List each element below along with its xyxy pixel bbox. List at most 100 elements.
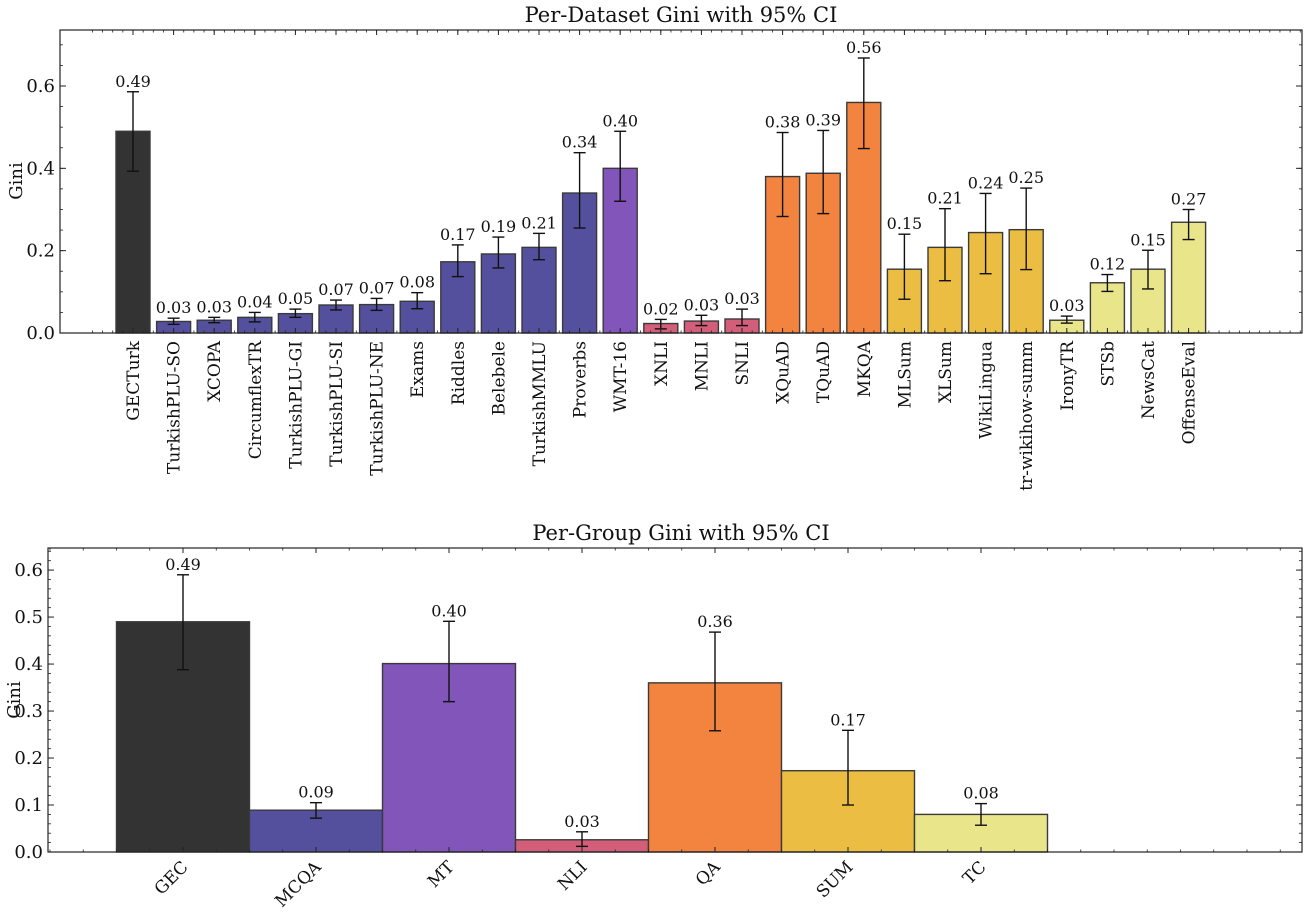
- value-label: 0.02: [643, 299, 679, 318]
- error-bar: [289, 308, 302, 319]
- value-label: 0.27: [1171, 189, 1207, 208]
- error-bar: [411, 291, 424, 310]
- error-bar: [709, 631, 721, 732]
- x-tick-label: XCOPA: [205, 340, 225, 402]
- x-tick-label: Exams: [408, 341, 428, 398]
- x-tick-label: MLSum: [895, 341, 915, 408]
- value-labels: 0.49 0.09 0.40 0.03 0.36 0.17 0.08: [165, 555, 999, 831]
- value-label: 0.09: [298, 783, 334, 802]
- x-tick-label: CircumflexTR: [246, 340, 266, 459]
- error-bars: [127, 57, 1195, 330]
- value-label: 0.34: [562, 133, 598, 152]
- x-tick-label: TQuAD: [814, 341, 834, 403]
- x-tick-label: NewsCat: [1139, 341, 1159, 419]
- error-bar: [614, 130, 627, 202]
- value-label: 0.56: [846, 38, 882, 57]
- error-bar: [177, 574, 189, 671]
- value-label: 0.03: [1049, 296, 1085, 315]
- plot-frame: [59, 29, 1303, 334]
- x-tick-label: NLI: [554, 857, 591, 894]
- value-label: 0.49: [165, 555, 201, 574]
- value-label: 0.03: [156, 298, 192, 317]
- error-bar: [492, 236, 505, 269]
- error-bar: [1182, 208, 1195, 241]
- value-label: 0.40: [431, 601, 467, 620]
- error-bar: [975, 802, 987, 826]
- error-bar: [1060, 315, 1073, 324]
- x-tick-label: WMT-16: [611, 341, 631, 412]
- error-bar: [776, 131, 789, 218]
- x-tick-label: GEC: [151, 857, 193, 899]
- error-bar: [127, 91, 139, 172]
- value-label: 0.19: [481, 217, 517, 236]
- error-bar: [1101, 273, 1114, 293]
- y-tick-label: 0.0: [26, 323, 55, 344]
- value-label: 0.07: [318, 280, 354, 299]
- x-tick-label: XQuAD: [774, 341, 794, 404]
- x-ticks: GECTurk TurkishPLU-SO XCOPA CircumflexTR Tur…: [92, 30, 1301, 491]
- x-tick-label: Belebele: [489, 341, 509, 416]
- y-tick-label: 0.1: [14, 795, 43, 816]
- error-bar: [573, 151, 586, 229]
- x-tick-label: MCQA: [271, 857, 326, 912]
- error-bar: [576, 831, 588, 848]
- x-tick-label: XLSum: [936, 341, 956, 403]
- value-label: 0.24: [968, 173, 1004, 192]
- x-tick-label: QA: [692, 857, 725, 890]
- error-bar: [939, 207, 951, 282]
- x-tick-label: SUM: [813, 857, 858, 902]
- y-tick-label: 0.0: [14, 842, 43, 863]
- value-label: 0.03: [684, 295, 720, 314]
- value-label: 0.07: [359, 278, 395, 297]
- error-bar: [310, 801, 322, 819]
- value-label: 0.17: [440, 225, 476, 244]
- x-tick-label: tr-wikihow-summ: [1017, 341, 1037, 491]
- y-tick-label: 0.4: [26, 158, 55, 179]
- error-bar: [208, 316, 221, 324]
- x-tick-label: TurkishMMLU: [530, 341, 550, 466]
- y-tick-label: 0.6: [26, 76, 55, 97]
- value-label: 0.15: [1130, 230, 1166, 249]
- value-label: 0.25: [1008, 168, 1044, 187]
- plot-frame: [47, 547, 1303, 853]
- x-tick-label: OffenseEval: [1180, 341, 1200, 444]
- x-tick-label: GECTurk: [124, 340, 144, 420]
- error-bar: [857, 57, 870, 150]
- x-tick-label: TurkishPLU-NE: [368, 341, 388, 476]
- value-label: 0.08: [963, 784, 999, 803]
- x-tick-label: TurkishPLU-SI: [327, 341, 347, 467]
- error-bar: [1142, 249, 1154, 290]
- x-tick-label: XNLI: [652, 341, 672, 386]
- error-bar: [370, 297, 383, 312]
- value-label: 0.36: [697, 612, 733, 631]
- value-label: 0.04: [237, 292, 273, 311]
- x-tick-label: MNLI: [692, 341, 712, 391]
- error-bar: [898, 233, 911, 300]
- y-tick-label: 0.3: [14, 701, 43, 722]
- error-bar: [817, 129, 830, 215]
- y-tick-label: 0.2: [26, 241, 55, 262]
- chart-title: Per-Dataset Gini with 95% CI: [525, 3, 838, 27]
- error-bar: [736, 308, 748, 327]
- y-ticks: 0.0 0.1 0.2 0.3 0.4 0.5 0.6: [14, 550, 1302, 863]
- error-bar: [695, 314, 708, 327]
- error-bar: [842, 729, 854, 806]
- value-label: 0.03: [564, 812, 600, 831]
- value-label: 0.12: [1090, 255, 1126, 274]
- y-tick-label: 0.6: [14, 560, 43, 581]
- value-label: 0.08: [399, 273, 435, 292]
- per-dataset-chart: Per-Dataset Gini with 95% CI Gini 0.49 0.…: [6, 3, 1303, 491]
- x-tick-label: SNLI: [733, 341, 753, 386]
- x-tick-label: MKQA: [855, 340, 875, 397]
- error-bar: [979, 192, 992, 275]
- x-tick-label: TurkishPLU-SO: [165, 341, 185, 474]
- x-tick-label: TurkishPLU-GI: [286, 341, 306, 469]
- y-tick-label: 0.2: [14, 748, 43, 769]
- error-bar: [248, 311, 261, 323]
- x-tick-label: MT: [424, 857, 459, 892]
- error-bar: [167, 317, 180, 326]
- value-label: 0.21: [521, 213, 557, 232]
- value-label: 0.03: [724, 289, 760, 308]
- error-bars: [177, 574, 987, 848]
